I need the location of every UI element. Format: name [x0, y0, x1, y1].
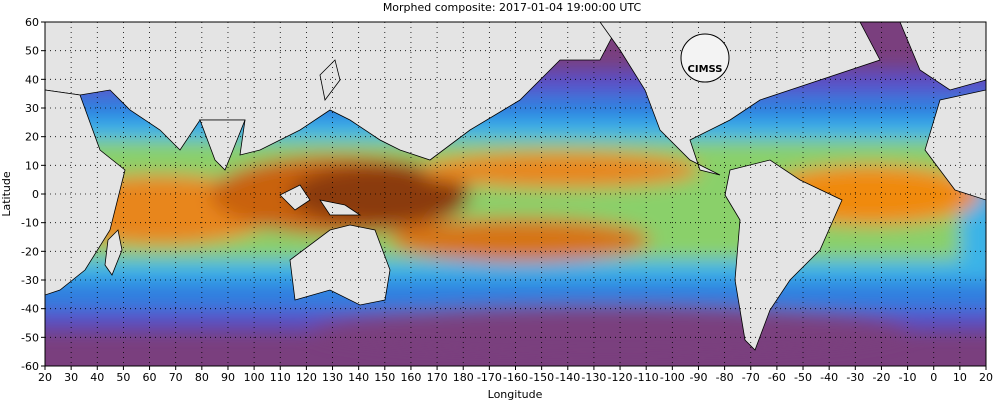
y-tick-label: 50 [25, 45, 39, 58]
x-tick-label: -110 [634, 371, 659, 384]
y-tick-label: -40 [21, 303, 39, 316]
y-tick-label: 20 [25, 131, 39, 144]
land [199, 119, 246, 171]
y-tick-label: -20 [21, 245, 39, 258]
y-tick-label: -30 [21, 274, 39, 287]
x-tick-label: 170 [427, 371, 448, 384]
x-tick-label: -90 [689, 371, 707, 384]
x-tick-label: 30 [64, 371, 78, 384]
y-tick-label: 10 [25, 159, 39, 172]
x-tick-label: 130 [322, 371, 343, 384]
moisture-field: CIMSS [45, 22, 986, 366]
y-tick-label: 60 [25, 16, 39, 29]
x-tick-label: -70 [742, 371, 760, 384]
x-tick-label: 20 [979, 371, 993, 384]
x-tick-label: -30 [846, 371, 864, 384]
map-title: Morphed composite: 2017-01-04 19:00:00 U… [383, 1, 642, 14]
y-tick-label: -50 [21, 331, 39, 344]
logo-text: CIMSS [688, 64, 723, 75]
y-tick-label: 30 [25, 102, 39, 115]
x-tick-label: 20 [38, 371, 52, 384]
x-tick-label: 140 [348, 371, 369, 384]
land [289, 224, 391, 306]
land [45, 89, 126, 296]
x-tick-label: -170 [477, 371, 502, 384]
x-tick-label: -20 [872, 371, 890, 384]
x-tick-label: 40 [90, 371, 104, 384]
x-tick-label: -130 [581, 371, 606, 384]
x-tick-label: -100 [660, 371, 685, 384]
x-tick-label: 10 [953, 371, 967, 384]
x-tick-label: -40 [820, 371, 838, 384]
x-tick-label: 150 [374, 371, 395, 384]
y-tick-label: -10 [21, 217, 39, 230]
y-tick-label: 40 [25, 73, 39, 86]
x-tick-label: -80 [716, 371, 734, 384]
land [899, 22, 986, 91]
x-tick-label: 180 [453, 371, 474, 384]
x-tick-label: 80 [195, 371, 209, 384]
x-tick-label: 100 [244, 371, 265, 384]
y-tick-label: -60 [21, 360, 39, 373]
x-tick-label: -140 [555, 371, 580, 384]
x-tick-label: 90 [221, 371, 235, 384]
land [45, 22, 621, 161]
land [319, 59, 341, 101]
x-tick-label: -160 [503, 371, 528, 384]
land [104, 229, 123, 276]
axes: 20 30 40 50 60 70 80 90 100 110 120 130 140 150 160 170… [21, 16, 993, 384]
y-tick-label: 0 [32, 188, 39, 201]
x-tick-label: 70 [169, 371, 183, 384]
x-tick-label: -10 [899, 371, 917, 384]
x-tick-label: 60 [143, 371, 157, 384]
x-tick-label: 0 [930, 371, 937, 384]
x-tick-label: 120 [296, 371, 317, 384]
x-tick-label: 160 [400, 371, 421, 384]
x-axis-label: Longitude [488, 388, 543, 401]
land [924, 89, 986, 201]
land [724, 159, 843, 351]
y-axis-label: Latitude [0, 171, 13, 217]
x-tick-label: -50 [794, 371, 812, 384]
x-tick-label: 50 [116, 371, 130, 384]
x-tick-label: 110 [270, 371, 291, 384]
x-tick-label: -120 [608, 371, 633, 384]
x-tick-label: -60 [768, 371, 786, 384]
land [279, 184, 311, 211]
x-tick-label: -150 [529, 371, 554, 384]
logo [680, 33, 730, 83]
land [319, 199, 362, 216]
grid [45, 22, 986, 366]
